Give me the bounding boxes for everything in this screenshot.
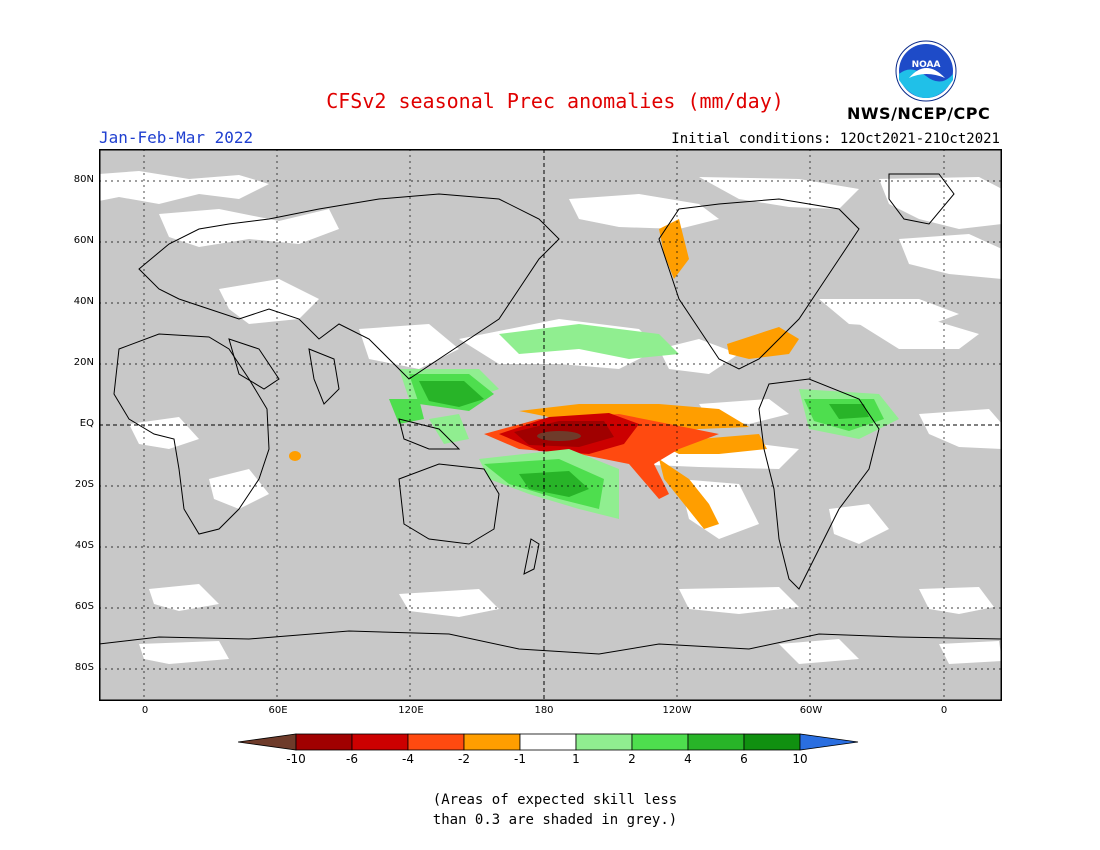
latitude-label: 40S (74, 540, 94, 551)
latitude-label: 20S (74, 479, 94, 490)
legend-tick-label: -4 (402, 752, 414, 766)
skill-note-line1: (Areas of expected skill less (432, 792, 678, 808)
legend-swatch (407, 733, 465, 751)
latitude-label: 60N (73, 235, 94, 246)
latitude-label: 80S (74, 662, 94, 673)
longitude-label: 0 (141, 705, 149, 716)
legend-swatch (238, 733, 297, 751)
latitude-label: 80N (73, 174, 94, 185)
legend-swatch (575, 733, 633, 751)
noaa-logo-icon: NOAA (895, 40, 957, 102)
latitude-label: EQ (79, 418, 94, 429)
wet-anomaly-strong (419, 381, 869, 497)
legend-tick-label: -10 (286, 752, 306, 766)
legend-swatch (743, 733, 801, 751)
map-frame (99, 149, 1002, 701)
longitude-label: 0 (940, 705, 948, 716)
legend-swatch (519, 733, 577, 751)
legend-tick-label: 2 (628, 752, 636, 766)
legend-swatch (687, 733, 745, 751)
longitude-label: 120E (398, 705, 424, 716)
longitude-label: 120W (662, 705, 692, 716)
legend-tick-label: -6 (346, 752, 358, 766)
legend-swatch (295, 733, 353, 751)
noaa-logo-text: NOAA (912, 60, 941, 70)
legend-swatch (463, 733, 521, 751)
initial-conditions-label: Initial conditions: 12Oct2021-21Oct2021 (671, 131, 1000, 147)
legend-tick-label: 1 (572, 752, 580, 766)
graticule (99, 149, 1002, 701)
latitude-label: 20N (73, 357, 94, 368)
equator-dateline (99, 149, 1002, 701)
latitude-label: 60S (74, 601, 94, 612)
longitude-label: 60W (799, 705, 823, 716)
white-patches (99, 171, 1002, 664)
precipitation-anomaly-map (99, 149, 1002, 701)
legend-swatch (351, 733, 409, 751)
legend-swatch (631, 733, 689, 751)
dry-anomaly-extreme (537, 431, 581, 441)
longitude-label: 180 (534, 705, 554, 716)
agency-label: NWS/NCEP/CPC (847, 104, 991, 123)
legend-tick-label: -1 (514, 752, 526, 766)
legend-tick-label: 6 (740, 752, 748, 766)
color-legend (238, 733, 859, 751)
latitude-label: 40N (73, 296, 94, 307)
legend-tick-label: 4 (684, 752, 692, 766)
coastlines (99, 173, 1002, 655)
season-label: Jan-Feb-Mar 2022 (99, 128, 254, 147)
legend-tick-label: -2 (458, 752, 470, 766)
map-title: CFSv2 seasonal Prec anomalies (mm/day) (326, 89, 784, 113)
longitude-label: 60E (268, 705, 288, 716)
skill-note-line2: than 0.3 are shaded in grey.) (432, 812, 678, 828)
legend-tick-label: 10 (792, 752, 808, 766)
legend-swatch (799, 733, 859, 751)
